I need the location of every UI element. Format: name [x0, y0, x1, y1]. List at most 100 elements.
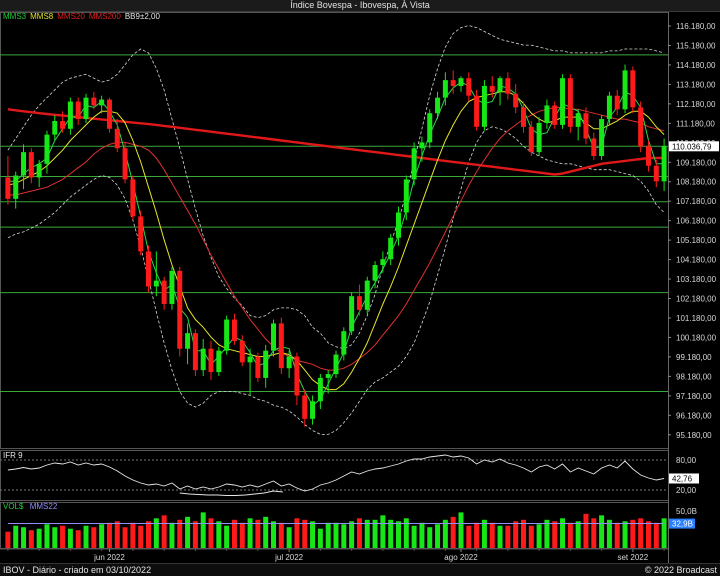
y-tick-label: 109.180,00 [676, 158, 717, 167]
volume-bar [372, 519, 378, 548]
candle-body [28, 152, 34, 178]
candle-body [528, 126, 534, 153]
volume-bar [271, 521, 277, 548]
volume-bar [161, 515, 167, 548]
candle-body [645, 146, 651, 166]
y-tick-label: 102.180,00 [676, 295, 717, 304]
candle-body [364, 280, 370, 310]
candle-body [5, 177, 11, 199]
candle-body [591, 138, 597, 157]
candle-body [325, 374, 331, 378]
candle-body [435, 97, 441, 114]
volume-bar [114, 521, 120, 548]
volume-bar [575, 521, 581, 548]
candle-body [99, 99, 105, 106]
bollinger-lower [7, 126, 665, 435]
candle-body [544, 105, 550, 123]
volume-bar [99, 524, 105, 548]
candle-body [169, 270, 175, 304]
volume-bar [638, 518, 644, 548]
volume-bar [388, 519, 394, 548]
volume-bar [622, 521, 628, 548]
y-tick-label: 96.180,00 [676, 411, 712, 420]
ifr-tick-label: 80,00 [676, 456, 697, 465]
candle-body [341, 331, 347, 355]
candle-body [224, 319, 230, 351]
volume-bar [192, 521, 198, 548]
candle-body [458, 78, 464, 86]
candle-body [349, 296, 355, 332]
candle-body [130, 179, 136, 217]
volume-bar [138, 525, 144, 548]
volume-bar [239, 522, 245, 548]
volume-bar [442, 519, 448, 548]
volume-bar [349, 521, 355, 548]
legend-mms20: MMS20 [57, 12, 85, 21]
volume-ma-box [669, 518, 695, 529]
volume-bar [83, 525, 89, 548]
candle-body [75, 101, 81, 120]
volume-bar [5, 531, 11, 548]
candle-body [356, 296, 362, 310]
volume-bar [505, 525, 511, 548]
candle-body [520, 107, 526, 127]
volume-ma-label: MMS22 [29, 502, 58, 511]
y-tick-label: 114.180,00 [676, 61, 716, 70]
volume-bar [536, 524, 542, 548]
legend-mms8: MMS8 [30, 12, 54, 21]
volume-bar [146, 521, 152, 548]
y-tick-label: 100.180,00 [676, 333, 717, 342]
candle-body [106, 99, 112, 129]
volume-bar [427, 527, 433, 548]
candle-body [192, 333, 198, 371]
volume-bar [13, 525, 19, 548]
candle-body [661, 146, 667, 182]
volume-bar [44, 524, 50, 548]
volume-bar [67, 528, 73, 548]
last-price-box [669, 141, 719, 152]
candle-body [138, 216, 144, 252]
volume-bar [606, 519, 612, 548]
price-chart[interactable]: 116.180,00 115.180,00 114.180,00 113.180,00… [0, 0, 720, 563]
volume-bar [560, 518, 566, 548]
ifr-line-low [179, 490, 283, 496]
volume-bar [653, 522, 659, 548]
volume-bar [231, 519, 237, 548]
volume-bar [630, 519, 636, 548]
volume-bar [356, 518, 362, 548]
volume-bar [310, 521, 316, 548]
candle-body [403, 179, 409, 213]
volume-bar [341, 524, 347, 548]
candle-body [575, 113, 581, 127]
volume-bar [513, 521, 519, 548]
volume-bar [403, 518, 409, 548]
volume-bar [255, 519, 261, 548]
volume-bar [302, 519, 308, 548]
volume-bar [122, 527, 128, 548]
volume-bar [591, 518, 597, 548]
candle-body [380, 259, 386, 266]
volume-bar [474, 522, 480, 548]
candle-body [653, 165, 659, 182]
y-tick-label: 105.180,00 [676, 236, 717, 245]
x-tick-label: set 2022 [617, 553, 648, 562]
volume-bar [153, 518, 159, 548]
volume-bar [216, 521, 222, 548]
volume-bar [21, 527, 27, 548]
candle-body [638, 107, 644, 147]
candle-body [474, 95, 480, 127]
volume-bar [497, 525, 503, 548]
volume-bar [177, 519, 183, 548]
volume-label: VOL$ [3, 502, 24, 511]
candle-body [411, 148, 417, 180]
candle-body [231, 319, 237, 341]
volume-bar [75, 530, 81, 548]
volume-panel-label: VOL$ MMS22 [3, 502, 57, 512]
candle-body [216, 350, 222, 373]
x-tick-label: jun 2022 [93, 553, 125, 562]
candle-body [622, 70, 628, 110]
x-tick-label: jul 2022 [274, 553, 304, 562]
volume-bar [599, 515, 605, 548]
volume-bar [458, 512, 464, 548]
candle-body [419, 142, 425, 149]
